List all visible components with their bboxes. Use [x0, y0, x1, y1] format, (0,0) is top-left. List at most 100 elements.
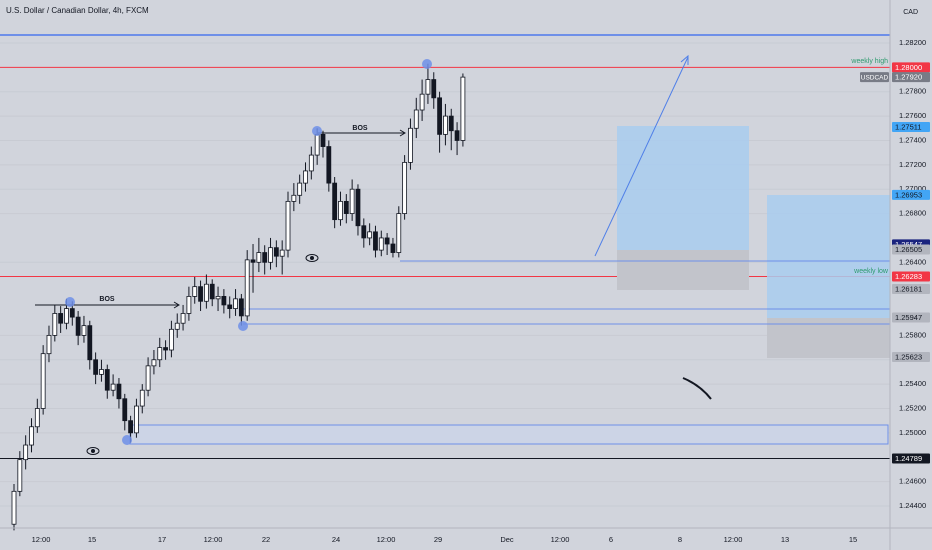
candle-body	[227, 304, 233, 309]
candle-body	[454, 130, 460, 141]
x-tick-label: 12:00	[724, 535, 743, 544]
x-tick-label: Dec	[500, 535, 514, 544]
swing-marker	[65, 297, 75, 307]
eye-icon	[86, 447, 100, 455]
y-tick-label: 1.27400	[899, 135, 926, 144]
price-label-box	[892, 453, 930, 464]
candle-body	[46, 334, 52, 355]
candle-body	[75, 316, 81, 336]
y-tick-label: 1.27200	[899, 160, 926, 169]
candle-body	[425, 79, 431, 95]
x-tick-label: 12:00	[204, 535, 223, 544]
x-tick-label: 12:00	[377, 535, 396, 544]
price-label-box	[892, 62, 930, 73]
candle-body	[215, 296, 221, 300]
y-tick-label: 1.25800	[899, 330, 926, 339]
swing-marker	[422, 59, 432, 69]
candle-body	[390, 243, 396, 253]
price-label: 1.26953	[895, 190, 922, 199]
price-label-box	[892, 283, 930, 294]
candle-body	[104, 369, 110, 391]
axes: 1.24400 1.24600 1.25000 1.25200 1.25400 1.256…	[32, 38, 930, 544]
x-tick-label: 24	[332, 535, 340, 544]
candle-body	[396, 213, 402, 253]
currency-label: CAD	[903, 9, 918, 16]
candle-body	[221, 296, 227, 306]
candle-body	[431, 79, 437, 99]
candle-body	[198, 286, 203, 302]
candle-body	[373, 231, 378, 251]
candle-body	[437, 97, 442, 135]
candle-body	[180, 313, 186, 324]
candle-body	[384, 237, 390, 245]
candle-body	[192, 286, 198, 297]
y-tick-label: 1.28200	[899, 38, 926, 47]
demand-zone	[129, 424, 889, 445]
candle-body	[443, 115, 448, 135]
y-tick-label: 1.27600	[899, 111, 926, 120]
candle-body	[209, 283, 215, 300]
candle-body	[268, 247, 273, 263]
candle-body	[40, 353, 46, 409]
swing-marker	[122, 435, 132, 445]
candle-body	[128, 420, 134, 434]
candle-body	[29, 426, 34, 446]
x-tick-label: 12:00	[551, 535, 570, 544]
candle-body	[355, 188, 361, 227]
x-tick-label: 8	[678, 535, 682, 544]
candle-body	[402, 161, 408, 214]
candle-body	[134, 405, 139, 434]
candle-body	[87, 325, 93, 361]
price-label: 1.28000	[895, 63, 922, 72]
candle-body	[163, 347, 168, 351]
candle-body	[93, 359, 99, 375]
swing-marker	[312, 126, 322, 136]
candle-body	[233, 298, 238, 309]
x-tick-label: 22	[262, 535, 270, 544]
price-label: 1.24789	[895, 454, 922, 463]
price-label: 1.26283	[895, 272, 922, 281]
candle-body	[17, 459, 23, 492]
y-tick-label: 1.24400	[899, 501, 926, 510]
price-label: 1.25947	[895, 313, 922, 322]
candle-body	[326, 146, 332, 184]
x-tick-label: 15	[849, 535, 857, 544]
y-tick-label: 1.27800	[899, 87, 926, 96]
candle-body	[52, 313, 58, 336]
candle-body	[413, 109, 419, 129]
candle-body	[291, 194, 297, 202]
target-box	[617, 126, 749, 250]
y-tick-label: 1.25000	[899, 428, 926, 437]
candle-body	[367, 231, 373, 239]
price-label: 1.26505	[895, 245, 922, 254]
candle-body	[314, 133, 320, 156]
price-label-box	[892, 244, 930, 255]
candle-body	[139, 389, 145, 407]
x-tick-label: 15	[88, 535, 96, 544]
candle-body	[122, 398, 128, 422]
annotation: BOS	[99, 296, 115, 303]
price-label: 1.26181	[895, 284, 922, 293]
candle-body	[303, 170, 308, 184]
candle-body	[151, 359, 157, 367]
candle-body	[279, 249, 285, 257]
eye-icon	[305, 254, 319, 262]
candle-body	[320, 133, 326, 147]
candle-body	[332, 182, 338, 221]
arrow-head	[173, 301, 180, 309]
y-tick-label: 1.25400	[899, 379, 926, 388]
candle-body	[186, 296, 192, 314]
candle-body	[23, 444, 29, 461]
x-tick-label: 12:00	[32, 535, 51, 544]
y-tick-label: 1.27000	[899, 184, 926, 193]
candle-body	[203, 283, 209, 302]
price-label: 1.27920	[895, 73, 922, 82]
price-label: 1.27511	[895, 122, 922, 131]
candle-body	[297, 182, 303, 196]
candle-body	[250, 259, 256, 263]
stop-box	[767, 318, 890, 358]
price-label-box	[892, 121, 930, 132]
candles	[11, 63, 466, 531]
candle-body	[273, 247, 279, 257]
x-tick-label: 17	[158, 535, 166, 544]
